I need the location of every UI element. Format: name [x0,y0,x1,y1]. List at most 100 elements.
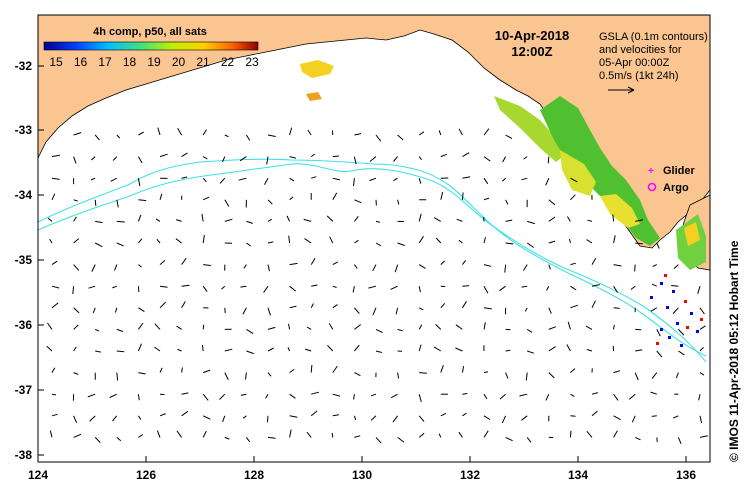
velocity-arrow [154,346,161,352]
velocity-arrow [455,324,463,330]
velocity-arrow [370,415,377,421]
velocity-arrow [202,129,207,136]
argo-marker-icon [647,182,657,192]
velocity-arrow [264,177,269,185]
scale-arrow-icon [608,86,635,94]
velocity-arrow [483,371,489,374]
velocity-arrow [354,435,361,438]
velocity-arrow [419,372,427,374]
velocity-arrow [94,134,100,141]
velocity-arrow [505,134,513,140]
velocity-arrow [267,134,276,137]
velocity-arrow [239,156,247,162]
velocity-arrow [154,323,161,330]
velocity-arrow [418,344,422,352]
velocity-arrow [177,128,183,136]
velocity-arrow [369,156,377,162]
velocity-arrow [634,436,641,441]
velocity-arrow [95,220,103,224]
velocity-arrow [47,217,53,222]
observation-dot [660,328,663,331]
velocity-arrow [181,410,189,417]
velocity-arrow [289,127,293,136]
velocity-arrow [567,321,571,330]
velocity-arrow [375,437,382,444]
velocity-arrow [418,264,426,269]
velocity-arrow [116,134,121,139]
velocity-arrow [181,367,183,373]
velocity-arrow [202,235,205,244]
velocity-arrow [455,347,463,352]
velocity-arrow [591,284,600,287]
colorbar-tick-label: 17 [98,55,112,69]
velocity-arrow [545,393,550,401]
velocity-arrow [46,345,53,352]
velocity-arrow [245,372,247,380]
velocity-arrow [698,394,701,401]
velocity-arrow [397,199,400,205]
velocity-arrow [613,430,618,438]
velocity-arrow [332,192,338,201]
velocity-arrow [656,242,660,249]
velocity-arrow [591,300,596,309]
velocity-arrow [311,176,317,179]
velocity-arrow [73,433,82,438]
velocity-arrow [613,264,622,267]
velocity-arrow [440,191,444,200]
velocity-arrow [203,369,211,374]
lon-tick-label: 132 [460,468,480,482]
lon-tick-label: 134 [568,468,588,482]
lon-tick-label: 124 [28,468,48,482]
velocity-arrow [505,242,514,245]
observation-dot [684,300,687,303]
velocity-arrow [137,343,142,352]
gsla-legend: GSLA (0.1m contours) and velocities for … [599,31,708,94]
lat-tick-label: -32 [15,59,33,73]
velocity-arrow [483,285,489,294]
velocity-arrow [526,242,534,248]
velocity-arrow [289,368,295,374]
velocity-arrow [246,350,254,355]
velocity-arrow [289,262,298,266]
velocity-arrow [181,176,188,179]
velocity-arrow [570,393,575,397]
velocity-arrow [51,154,60,158]
velocity-arrow [51,285,60,289]
velocity-arrow [483,197,490,201]
velocity-arrow [483,430,489,438]
velocity-arrow [354,199,362,204]
velocity-arrow [678,329,685,336]
velocity-arrow [418,324,423,330]
velocity-arrow [110,177,118,182]
velocity-arrow [224,436,230,440]
velocity-arrow [175,238,182,244]
velocity-arrow [524,307,528,312]
velocity-arrow [332,177,341,181]
colorbar-ticks: 15 16 17 18 19 20 21 22 23 [49,55,259,69]
legend-line-3: 05-Apr 00:00Z [599,57,670,69]
map-time: 12:00Z [511,44,552,59]
velocity-arrow [95,328,100,332]
velocity-arrow [73,132,82,136]
velocity-arrow [354,324,362,330]
velocity-arrow [631,415,636,423]
velocity-arrow [613,307,620,309]
velocity-arrow [375,134,382,142]
velocity-arrow [483,307,492,310]
velocity-arrow [418,307,424,311]
velocity-arrow [116,220,125,223]
velocity-arrow [137,415,142,420]
velocity-arrow [635,242,643,245]
colorbar-gradient [43,41,259,51]
velocity-arrow [51,367,56,373]
velocity-arrow [73,216,77,222]
lat-tick-label: -36 [15,318,33,332]
velocity-arrow [505,436,513,442]
velocity-arrow [116,199,119,208]
velocity-arrow [51,393,57,396]
map-frame [37,14,711,463]
velocity-arrow [354,133,362,136]
velocity-arrow [372,264,377,272]
velocity-arrow [332,304,338,309]
velocity-arrow [591,392,598,395]
